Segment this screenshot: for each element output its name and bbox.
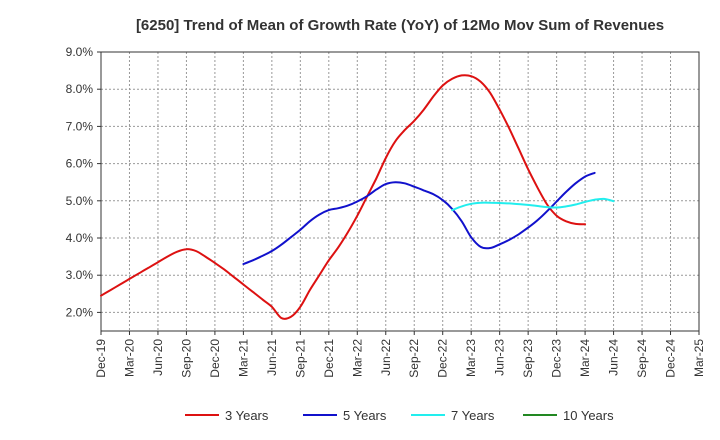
legend: 3 Years 5 Years 7 Years 10 Years bbox=[185, 408, 614, 423]
x-tick-label: Dec-19 bbox=[94, 339, 108, 378]
y-tick-label: 5.0% bbox=[66, 194, 94, 208]
series-line-5-years bbox=[242, 171, 596, 265]
series-lines bbox=[100, 74, 615, 320]
plot-frame bbox=[100, 51, 700, 332]
x-tick-label: Jun-20 bbox=[151, 339, 165, 376]
x-tick-label: Dec-24 bbox=[664, 339, 678, 378]
y-tick-label: 3.0% bbox=[66, 268, 94, 282]
x-tick-label: Mar-23 bbox=[464, 339, 478, 377]
x-tick-label: Sep-23 bbox=[521, 339, 535, 378]
x-tick-label: Sep-21 bbox=[293, 339, 307, 378]
x-tick-label: Jun-21 bbox=[265, 339, 279, 376]
x-axis: Dec-19 Mar-20 Jun-20 Sep-20 Dec-20 Mar-21 Jun-… bbox=[94, 331, 706, 378]
legend-label-3-years: 3 Years bbox=[225, 408, 269, 423]
x-tick-label: Mar-20 bbox=[122, 339, 136, 377]
y-tick-label: 9.0% bbox=[66, 45, 94, 59]
x-tick-label: Dec-23 bbox=[550, 339, 564, 378]
x-tick-label: Mar-24 bbox=[578, 339, 592, 377]
y-tick-label: 4.0% bbox=[66, 231, 94, 245]
x-tick-label: Dec-20 bbox=[208, 339, 222, 378]
x-tick-label: Jun-22 bbox=[379, 339, 393, 376]
series-line-3-years bbox=[100, 74, 587, 320]
legend-label-7-years: 7 Years bbox=[451, 408, 495, 423]
y-axis: 2.0% 3.0% 4.0% 5.0% 6.0% 7.0% 8.0% 9.0% bbox=[66, 45, 101, 319]
y-tick-label: 2.0% bbox=[66, 305, 94, 319]
y-tick-label: 6.0% bbox=[66, 157, 94, 171]
chart-title: [6250] Trend of Mean of Growth Rate (YoY… bbox=[136, 17, 664, 34]
legend-label-10-years: 10 Years bbox=[563, 408, 614, 423]
x-tick-label: Jun-24 bbox=[607, 339, 621, 376]
x-tick-label: Mar-21 bbox=[236, 339, 250, 377]
x-tick-label: Sep-22 bbox=[407, 339, 421, 378]
y-tick-label: 8.0% bbox=[66, 82, 94, 96]
x-tick-label: Mar-22 bbox=[350, 339, 364, 377]
x-tick-label: Sep-20 bbox=[179, 339, 193, 378]
series-line-7-years bbox=[451, 197, 615, 212]
x-tick-label: Jun-23 bbox=[493, 339, 507, 376]
x-tick-label: Sep-24 bbox=[635, 339, 649, 378]
x-tick-label: Mar-25 bbox=[692, 339, 706, 377]
y-tick-label: 7.0% bbox=[66, 119, 94, 133]
legend-label-5-years: 5 Years bbox=[343, 408, 387, 423]
x-tick-label: Dec-21 bbox=[322, 339, 336, 378]
x-tick-label: Dec-22 bbox=[436, 339, 450, 378]
